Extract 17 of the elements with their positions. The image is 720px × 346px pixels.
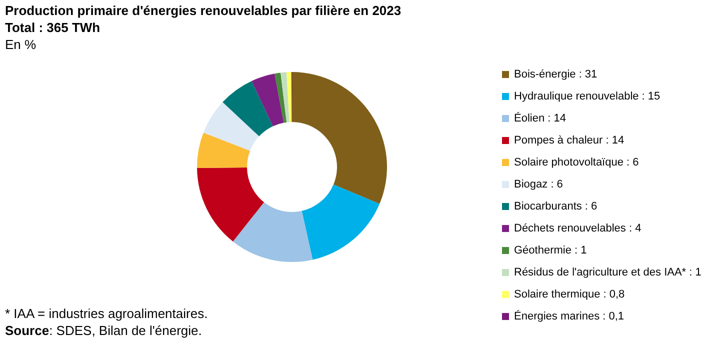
legend-label: Énergies marines : 0,1: [514, 310, 624, 322]
legend-label: Géothermie : 1: [514, 244, 587, 256]
text: En %: [5, 37, 36, 52]
legend-label: Résidus de l'agriculture et des IAA* : 1: [514, 266, 702, 278]
legend-label: Biogaz : 6: [514, 178, 563, 190]
legend-label: Biocarburants : 6: [514, 200, 598, 212]
legend-label: Pompes à chaleur : 14: [514, 134, 624, 146]
legend-label: Solaire photovoltaïque : 6: [514, 156, 639, 168]
text: Total : 365 TWh: [5, 20, 100, 35]
source-note: Source: SDES, Bilan de l'énergie.: [5, 322, 203, 339]
text: * IAA = industries agroalimentaires.: [5, 305, 208, 322]
legend-label: Hydraulique renouvelable : 15: [514, 90, 660, 102]
legend-label: Déchets renouvelables : 4: [514, 222, 642, 234]
legend-label: Bois-énergie : 31: [514, 68, 598, 80]
legend-label: Solaire thermique : 0,8: [514, 288, 625, 300]
chart-title: Production primaire d'énergies renouvelables par filière en 2023: [5, 3, 402, 18]
legend-label: Éolien : 14: [514, 112, 566, 124]
